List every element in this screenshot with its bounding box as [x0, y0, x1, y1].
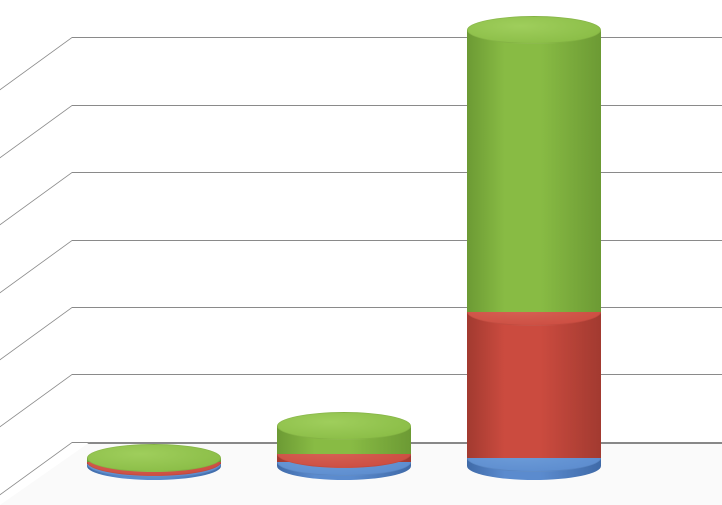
gridline [72, 374, 722, 375]
bar-top-ellipse [87, 444, 221, 472]
bar-top-ellipse [467, 16, 601, 44]
gridline [72, 37, 722, 38]
bar-segment [467, 312, 601, 458]
stacked-cylinder-chart [0, 0, 722, 505]
gridline [72, 307, 722, 308]
gridline [72, 240, 722, 241]
bar-top-ellipse [277, 412, 411, 440]
back-wall [72, 0, 722, 442]
gridline [72, 172, 722, 173]
gridline [72, 105, 722, 106]
bar-segment [467, 30, 601, 312]
